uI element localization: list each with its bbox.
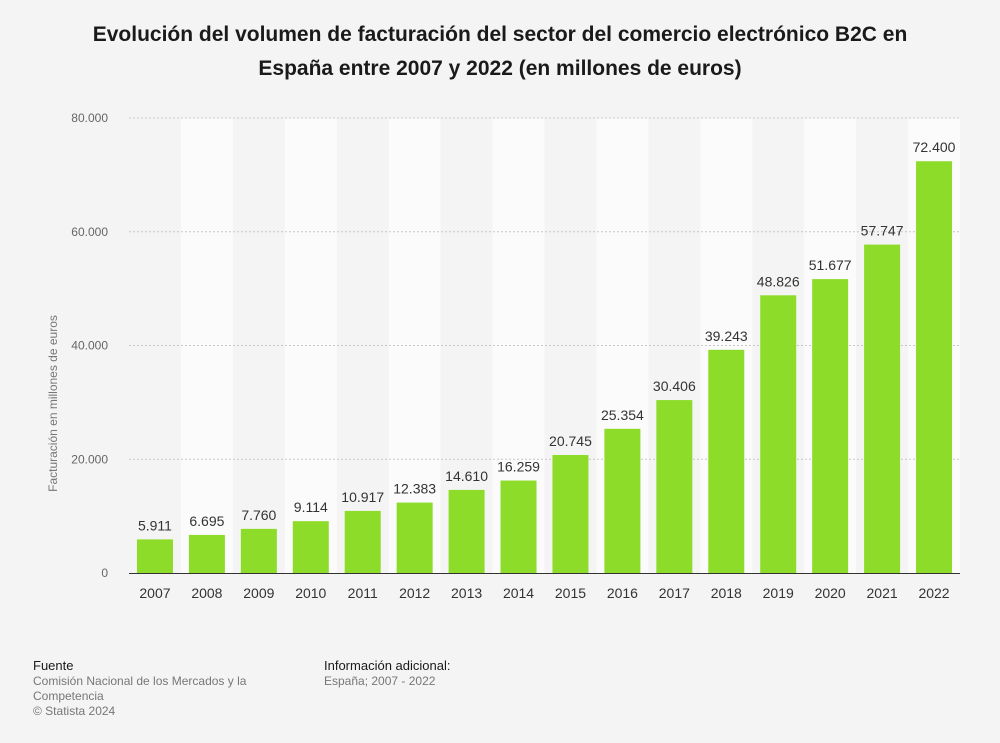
x-tick-label: 2017 <box>659 585 690 601</box>
data-label: 25.354 <box>601 407 644 423</box>
bar <box>292 521 329 573</box>
source-block: Fuente Comisión Nacional de los Mercados… <box>33 658 293 719</box>
source-text-line2: Competencia <box>33 689 104 703</box>
data-label: 7.760 <box>241 507 276 523</box>
additional-info-text: España; 2007 - 2022 <box>324 674 436 688</box>
data-label: 5.911 <box>138 517 172 533</box>
y-axis-ticks: 0 20.000 40.000 60.000 80.000 <box>71 111 108 580</box>
bar <box>656 400 693 573</box>
y-axis-label: Facturación en millones de euros <box>46 315 60 492</box>
bar <box>500 480 537 573</box>
chart-title: Evolución del volumen de facturación del… <box>92 23 908 80</box>
data-label: 16.259 <box>497 459 540 475</box>
additional-info-heading: Información adicional: <box>324 658 451 673</box>
x-tick-label: 2010 <box>295 585 326 601</box>
bar <box>240 528 277 573</box>
bar-chart: 0 20.000 40.000 60.000 80.000 5.911 6.695 7.76… <box>46 111 960 601</box>
x-tick-label: 2016 <box>607 585 638 601</box>
x-tick-label: 2018 <box>711 585 742 601</box>
x-tick-label: 2012 <box>399 585 430 601</box>
copyright-text: © Statista 2024 <box>33 704 116 718</box>
data-label: 72.400 <box>913 139 956 155</box>
y-tick-label: 60.000 <box>71 225 108 239</box>
data-label: 6.695 <box>189 513 224 529</box>
x-tick-label: 2015 <box>555 585 586 601</box>
data-label: 39.243 <box>705 328 748 344</box>
x-tick-label: 2022 <box>918 585 949 601</box>
bar <box>760 295 797 573</box>
x-tick-label: 2014 <box>503 585 534 601</box>
x-tick-label: 2011 <box>348 585 378 601</box>
x-tick-label: 2007 <box>139 585 170 601</box>
value-labels: 5.911 6.695 7.760 9.114 10.917 12.383 14.610 16… <box>138 139 956 533</box>
y-tick-label: 40.000 <box>71 339 108 353</box>
data-label: 57.747 <box>861 223 904 239</box>
source-text-line1: Comisión Nacional de los Mercados y la <box>33 674 247 688</box>
x-tick-label: 2020 <box>815 585 846 601</box>
data-label: 12.383 <box>393 481 436 497</box>
bar <box>864 244 901 573</box>
data-label: 14.610 <box>445 468 488 484</box>
data-label: 10.917 <box>341 489 384 505</box>
data-label: 20.745 <box>549 433 592 449</box>
bar <box>708 349 745 573</box>
x-tick-label: 2019 <box>763 585 794 601</box>
bar <box>448 489 485 573</box>
x-tick-label: 2021 <box>867 585 898 601</box>
data-label: 9.114 <box>294 499 328 515</box>
bar <box>188 534 225 573</box>
bar <box>344 510 381 573</box>
x-tick-label: 2008 <box>191 585 222 601</box>
y-tick-label: 80.000 <box>71 111 108 125</box>
data-label: 48.826 <box>757 273 800 289</box>
bar <box>916 161 953 573</box>
bar <box>812 279 849 573</box>
source-heading: Fuente <box>33 658 74 673</box>
bar <box>604 428 641 573</box>
data-label: 30.406 <box>653 378 696 394</box>
additional-info-block: Información adicional: España; 2007 - 20… <box>324 658 584 689</box>
y-tick-label: 0 <box>101 566 108 580</box>
x-tick-label: 2013 <box>451 585 482 601</box>
bar <box>552 455 589 573</box>
x-axis-ticks: 2007 2008 2009 2010 2011 2012 2013 2014 2015 2016… <box>139 585 949 601</box>
x-tick-label: 2009 <box>243 585 274 601</box>
bar <box>396 502 433 573</box>
y-tick-label: 20.000 <box>71 452 108 466</box>
bars <box>136 161 953 573</box>
bar <box>136 539 173 573</box>
data-label: 51.677 <box>809 257 852 273</box>
